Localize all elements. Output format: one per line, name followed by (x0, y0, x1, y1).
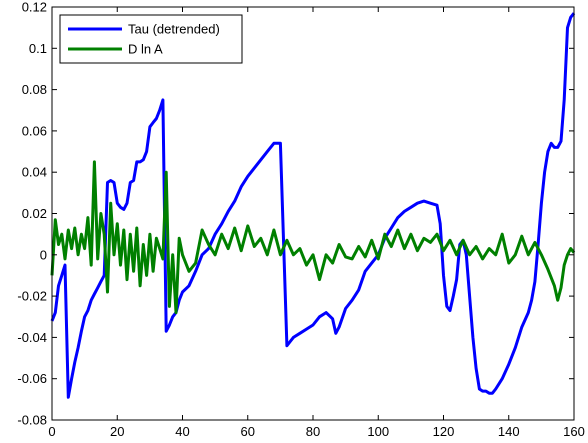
legend-box (59, 14, 243, 64)
x-tick-label: 40 (175, 424, 189, 439)
y-tick-label: -0.04 (17, 330, 47, 345)
plot-frame (51, 6, 575, 421)
x-tick-label: 60 (241, 424, 255, 439)
y-tick-label: -0.06 (17, 371, 47, 386)
x-tick-label: 140 (498, 424, 520, 439)
series-line-2 (50, 160, 576, 315)
x-tick-label: 80 (306, 424, 320, 439)
y-tick-label: 0.1 (29, 41, 47, 56)
series-line-1 (50, 12, 576, 399)
y-tick-label: 0.12 (22, 0, 47, 15)
legend-label-1: Tau (detrended) (128, 22, 220, 37)
x-tick-label: 100 (367, 424, 389, 439)
y-tick-label: 0 (40, 247, 47, 262)
legend: Tau (detrended) D ln A (59, 14, 243, 64)
series-layer (50, 12, 576, 399)
y-tick-label: -0.02 (17, 289, 47, 304)
y-tick-label: -0.08 (17, 413, 47, 428)
y-tick-label: 0.04 (22, 165, 47, 180)
x-tick-label: 120 (433, 424, 455, 439)
x-tick-label: 0 (48, 424, 55, 439)
y-tick-label: 0.06 (22, 123, 47, 138)
x-tick-label: 20 (110, 424, 124, 439)
y-tick-label: 0.02 (22, 206, 47, 221)
y-tick-label: 0.08 (22, 82, 47, 97)
ticks-layer: 0 20 40 60 80 100 120 140 160 -0.08 -0.06 -0.04 -0.0… (17, 0, 584, 439)
x-tick-label: 160 (563, 424, 585, 439)
legend-label-2: D ln A (128, 42, 163, 57)
